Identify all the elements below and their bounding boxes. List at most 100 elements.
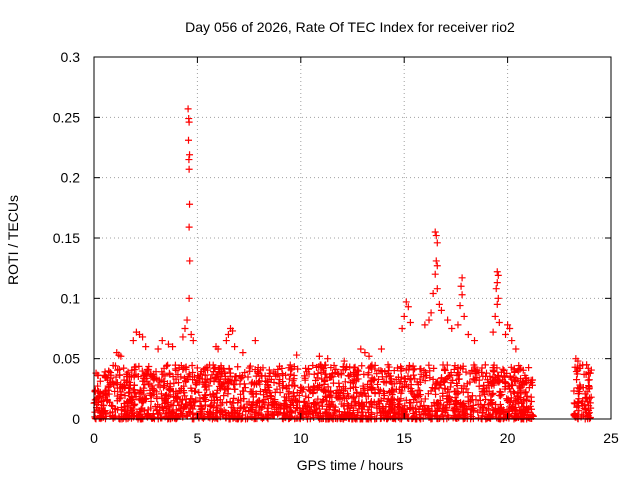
data-point bbox=[349, 383, 357, 391]
data-point bbox=[431, 228, 439, 236]
data-point bbox=[175, 379, 183, 387]
data-point bbox=[398, 384, 406, 392]
data-point bbox=[267, 394, 275, 402]
data-point bbox=[506, 373, 514, 381]
data-point bbox=[116, 384, 124, 392]
data-point bbox=[430, 364, 438, 372]
data-point bbox=[508, 337, 516, 345]
data-point bbox=[478, 368, 486, 376]
data-point bbox=[213, 373, 221, 381]
data-point bbox=[256, 387, 264, 395]
data-point bbox=[165, 385, 173, 393]
data-point bbox=[257, 372, 265, 380]
data-point bbox=[94, 382, 102, 390]
data-point bbox=[189, 368, 197, 376]
data-point bbox=[386, 398, 394, 406]
data-point bbox=[187, 331, 195, 339]
x-tick-label: 15 bbox=[396, 430, 412, 446]
data-point bbox=[488, 400, 496, 408]
data-point bbox=[446, 372, 454, 380]
data-point bbox=[438, 374, 446, 382]
data-point bbox=[207, 375, 215, 383]
data-point bbox=[197, 409, 205, 417]
data-point bbox=[432, 381, 440, 389]
data-point bbox=[430, 399, 438, 407]
data-point bbox=[181, 325, 189, 332]
data-point bbox=[107, 402, 115, 410]
data-point bbox=[229, 327, 237, 335]
data-point bbox=[486, 399, 494, 407]
data-point bbox=[120, 364, 128, 372]
data-point bbox=[206, 403, 214, 411]
data-point bbox=[126, 381, 134, 389]
data-point bbox=[427, 387, 435, 395]
data-point bbox=[433, 239, 441, 247]
data-point bbox=[199, 414, 207, 422]
data-point bbox=[161, 392, 169, 400]
data-point bbox=[349, 411, 357, 419]
data-point bbox=[171, 365, 179, 373]
data-point bbox=[406, 405, 414, 413]
data-point bbox=[279, 371, 287, 379]
data-point bbox=[357, 345, 365, 353]
data-point bbox=[318, 385, 326, 393]
data-point bbox=[261, 396, 269, 404]
data-point bbox=[215, 383, 223, 391]
data-point bbox=[371, 361, 379, 369]
data-point bbox=[489, 389, 497, 397]
data-point bbox=[321, 376, 329, 384]
data-point bbox=[346, 384, 354, 392]
data-point bbox=[322, 370, 330, 378]
data-point bbox=[381, 368, 389, 376]
data-point bbox=[476, 392, 484, 400]
data-point bbox=[158, 368, 166, 376]
data-point bbox=[117, 394, 125, 402]
data-point bbox=[584, 412, 592, 420]
data-point bbox=[382, 408, 390, 416]
data-point bbox=[143, 369, 151, 377]
data-point bbox=[267, 412, 275, 420]
data-point bbox=[94, 372, 102, 380]
data-point bbox=[341, 378, 349, 386]
data-point bbox=[365, 352, 373, 360]
data-point bbox=[324, 355, 332, 363]
data-point bbox=[585, 376, 593, 384]
data-point bbox=[387, 372, 395, 380]
data-point bbox=[355, 400, 363, 408]
data-point bbox=[157, 390, 165, 398]
data-point bbox=[334, 369, 342, 377]
data-point bbox=[500, 372, 508, 380]
data-point bbox=[458, 274, 466, 282]
data-point bbox=[101, 389, 109, 397]
data-point bbox=[276, 362, 284, 370]
data-point bbox=[351, 363, 359, 371]
data-point bbox=[331, 406, 339, 414]
data-point bbox=[581, 401, 589, 409]
data-point bbox=[226, 369, 234, 377]
data-point bbox=[330, 361, 338, 369]
data-point bbox=[471, 337, 479, 345]
data-point bbox=[177, 410, 185, 418]
data-point bbox=[236, 404, 244, 412]
data-point bbox=[217, 362, 225, 370]
data-point bbox=[134, 373, 142, 381]
data-point bbox=[484, 405, 492, 413]
data-point bbox=[376, 386, 384, 394]
data-point bbox=[576, 362, 584, 370]
data-point bbox=[507, 404, 515, 412]
data-point bbox=[441, 384, 449, 392]
data-point bbox=[288, 398, 296, 406]
data-point bbox=[170, 379, 178, 387]
data-point bbox=[456, 302, 464, 310]
data-point bbox=[147, 397, 155, 405]
data-point bbox=[364, 371, 372, 379]
data-point bbox=[329, 402, 337, 410]
data-point bbox=[350, 398, 358, 406]
data-point bbox=[184, 105, 192, 113]
data-point bbox=[416, 365, 424, 373]
data-point bbox=[431, 385, 439, 393]
data-point bbox=[406, 363, 414, 371]
data-point bbox=[362, 412, 370, 420]
data-point bbox=[305, 394, 313, 402]
data-point bbox=[410, 391, 418, 399]
